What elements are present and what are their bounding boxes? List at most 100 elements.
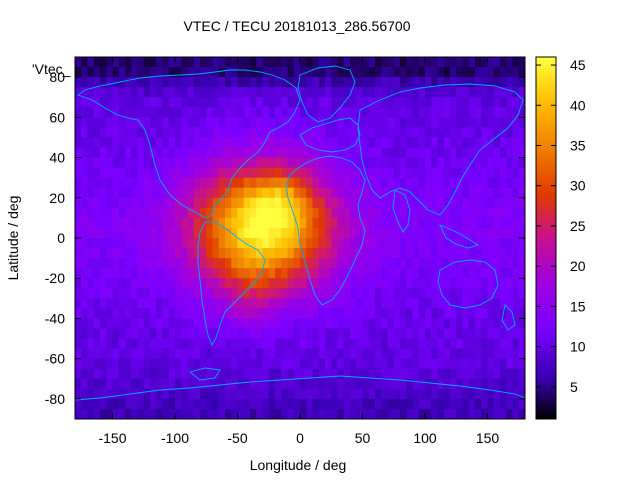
heatmap-cell	[506, 187, 514, 199]
heatmap-cell	[162, 238, 170, 249]
heatmap-cell	[150, 157, 157, 169]
heatmap-cell	[431, 137, 439, 149]
heatmap-cell	[487, 97, 495, 108]
heatmap-cell	[337, 388, 345, 400]
heatmap-cell	[231, 288, 239, 299]
heatmap-cell	[381, 97, 389, 108]
heatmap-cell	[162, 258, 170, 269]
heatmap-cell	[87, 328, 95, 340]
heatmap-cell	[331, 318, 339, 330]
heatmap-cell	[268, 217, 276, 229]
heatmap-cell	[362, 127, 370, 139]
heatmap-cell	[75, 378, 82, 390]
heatmap-cell	[250, 177, 257, 189]
heatmap-cell	[375, 77, 382, 88]
heatmap-cell	[193, 278, 201, 289]
heatmap-cell	[193, 348, 201, 360]
heatmap-cell	[268, 258, 276, 269]
heatmap-cell	[331, 187, 339, 199]
heatmap-cell	[187, 57, 195, 68]
heatmap-cell	[87, 388, 95, 400]
heatmap-cell	[287, 97, 295, 108]
heatmap-cell	[175, 157, 182, 169]
heatmap-cell	[331, 348, 339, 360]
heatmap-cell	[225, 197, 232, 209]
heatmap-cell	[381, 268, 389, 279]
heatmap-cell	[268, 127, 276, 139]
heatmap-cell	[118, 288, 126, 299]
heatmap-cell	[418, 77, 426, 88]
heatmap-cell	[431, 248, 439, 259]
heatmap-cell	[500, 217, 507, 229]
heatmap-cell	[206, 217, 214, 229]
heatmap-cell	[206, 107, 214, 118]
heatmap-cell	[381, 258, 389, 269]
heatmap-cell	[418, 67, 426, 78]
heatmap-cell	[500, 207, 507, 219]
heatmap-cell	[206, 167, 214, 179]
heatmap-cell	[87, 318, 95, 330]
heatmap-cell	[200, 127, 207, 139]
heatmap-cell	[212, 157, 220, 169]
heatmap-cell	[243, 398, 251, 410]
heatmap-cell	[343, 77, 351, 88]
heatmap-cell	[518, 368, 525, 380]
heatmap-cell	[93, 338, 101, 350]
heatmap-cell	[381, 298, 389, 309]
heatmap-cell	[300, 288, 307, 299]
heatmap-cell	[143, 318, 151, 330]
heatmap-cell	[450, 107, 457, 118]
heatmap-cell	[193, 248, 201, 259]
heatmap-cell	[481, 278, 489, 289]
heatmap-cell	[412, 348, 420, 360]
heatmap-cell	[212, 87, 220, 98]
heatmap-cell	[118, 117, 126, 128]
heatmap-cell	[412, 368, 420, 380]
heatmap-cell	[268, 328, 276, 340]
heatmap-cell	[212, 207, 220, 219]
heatmap-cell	[162, 338, 170, 350]
heatmap-cell	[175, 147, 182, 159]
heatmap-cell	[375, 248, 382, 259]
heatmap-cell	[200, 388, 207, 400]
heatmap-cell	[262, 248, 270, 259]
heatmap-cell	[206, 117, 214, 128]
heatmap-cell	[200, 67, 207, 78]
heatmap-cell	[118, 207, 126, 219]
heatmap-cell	[375, 167, 382, 179]
heatmap-cell	[318, 187, 326, 199]
heatmap-cell	[237, 87, 245, 98]
heatmap-cell	[443, 147, 451, 159]
heatmap-cell	[506, 177, 514, 189]
heatmap-cell	[456, 87, 464, 98]
heatmap-cell	[206, 227, 214, 239]
heatmap-cell	[137, 288, 145, 299]
heatmap-cell	[412, 147, 420, 159]
heatmap-cell	[431, 338, 439, 350]
heatmap-cell	[468, 177, 476, 189]
heatmap-cell	[462, 318, 470, 330]
heatmap-cell	[143, 187, 151, 199]
heatmap-cell	[237, 197, 245, 209]
heatmap-cell	[218, 107, 226, 118]
heatmap-cell	[312, 268, 320, 279]
heatmap-cell	[400, 127, 407, 139]
heatmap-cell	[406, 67, 414, 78]
heatmap-cell	[393, 398, 401, 410]
heatmap-cell	[331, 77, 339, 88]
heatmap-cell	[156, 87, 164, 98]
heatmap-cell	[387, 278, 395, 289]
heatmap-cell	[487, 378, 495, 390]
heatmap-cell	[400, 77, 407, 88]
heatmap-cell	[362, 238, 370, 249]
heatmap-cell	[512, 117, 520, 128]
heatmap-cell	[387, 398, 395, 410]
heatmap-cell	[275, 147, 282, 159]
heatmap-cell	[306, 57, 314, 68]
heatmap-cell	[318, 97, 326, 108]
heatmap-cell	[175, 117, 182, 128]
heatmap-cell	[193, 167, 201, 179]
heatmap-cell	[293, 288, 301, 299]
heatmap-cell	[237, 328, 245, 340]
heatmap-cell	[162, 248, 170, 259]
